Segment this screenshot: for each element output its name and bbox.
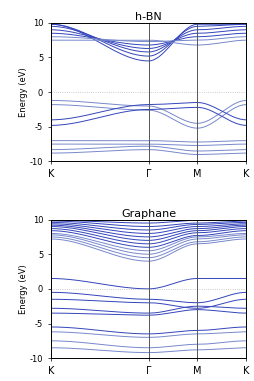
Title: Graphane: Graphane [121,209,176,219]
Title: h-BN: h-BN [135,12,162,22]
Y-axis label: Energy (eV): Energy (eV) [19,264,28,314]
Y-axis label: Energy (eV): Energy (eV) [19,67,28,117]
